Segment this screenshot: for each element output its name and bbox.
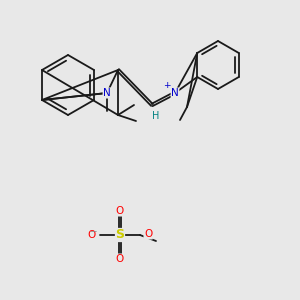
Text: S: S [116, 229, 124, 242]
Text: N: N [103, 88, 111, 98]
Text: O: O [144, 229, 152, 239]
Text: O: O [88, 230, 96, 240]
Text: −: − [89, 226, 97, 236]
Text: N: N [171, 88, 179, 98]
Text: H: H [152, 111, 160, 121]
Text: O: O [116, 206, 124, 216]
Text: O: O [116, 254, 124, 264]
Text: +: + [163, 82, 171, 91]
